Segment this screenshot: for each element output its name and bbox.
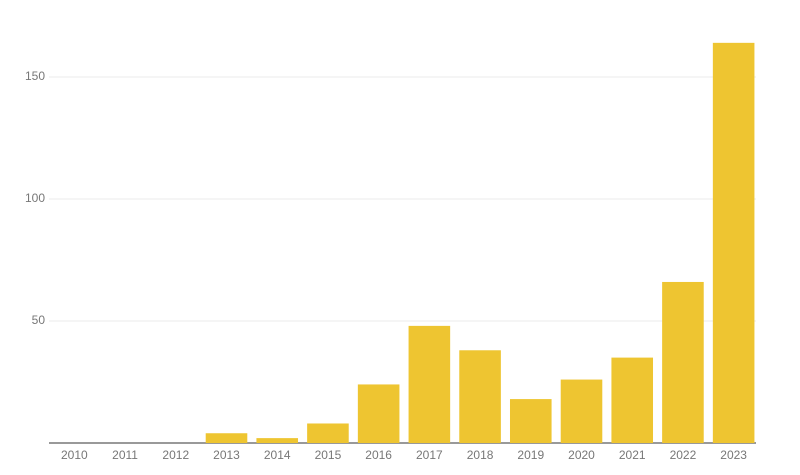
x-tick-label: 2023 bbox=[720, 448, 747, 462]
x-tick-label: 2010 bbox=[61, 448, 88, 462]
y-tick-label: 50 bbox=[32, 313, 46, 327]
bar bbox=[256, 438, 299, 443]
x-tick-label: 2015 bbox=[315, 448, 342, 462]
x-tick-label: 2017 bbox=[416, 448, 443, 462]
bar bbox=[357, 384, 400, 443]
bar bbox=[712, 42, 755, 444]
y-tick-label: 100 bbox=[25, 191, 45, 205]
bar bbox=[611, 357, 654, 443]
x-tick-label: 2018 bbox=[467, 448, 494, 462]
x-tick-label: 2012 bbox=[162, 448, 189, 462]
bar bbox=[307, 423, 349, 443]
x-tick-label: 2019 bbox=[517, 448, 544, 462]
bar bbox=[205, 433, 248, 443]
x-tick-label: 2016 bbox=[365, 448, 392, 462]
x-tick-label: 2020 bbox=[568, 448, 595, 462]
bar bbox=[459, 350, 501, 443]
x-tick-label: 2011 bbox=[112, 448, 138, 462]
x-tick-label: 2013 bbox=[213, 448, 240, 462]
bar bbox=[662, 281, 704, 443]
x-tick-label: 2014 bbox=[264, 448, 291, 462]
y-tick-label: 150 bbox=[25, 69, 45, 83]
bar bbox=[408, 325, 451, 443]
x-tick-label: 2022 bbox=[670, 448, 697, 462]
bar bbox=[509, 399, 552, 443]
x-tick-label: 2021 bbox=[619, 448, 646, 462]
bar bbox=[560, 379, 603, 443]
